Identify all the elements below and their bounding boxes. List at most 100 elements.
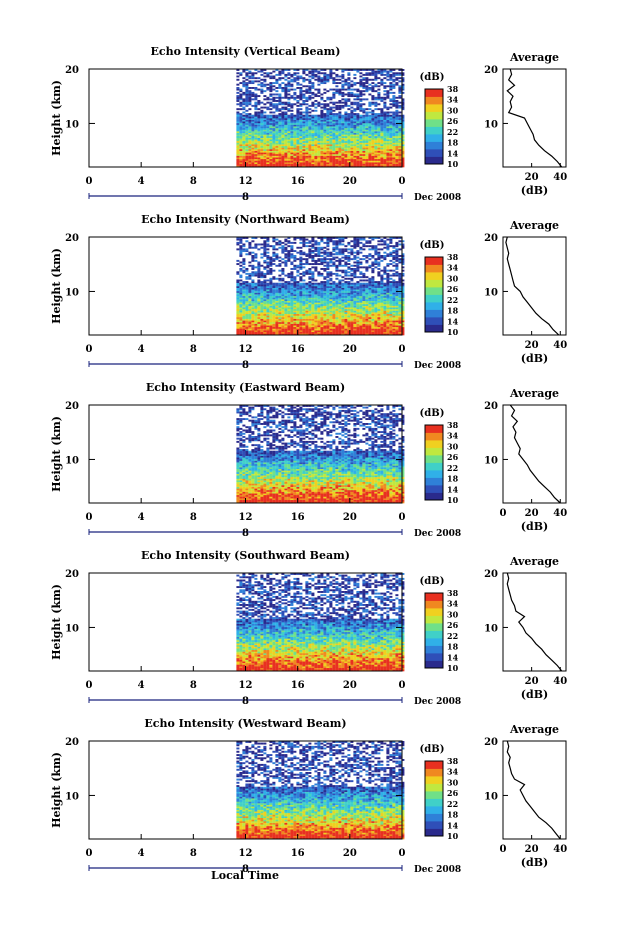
- heatmap-cell: [263, 292, 267, 295]
- heatmap-cell: [275, 308, 279, 311]
- heatmap-cell: [344, 129, 348, 132]
- heatmap-cell: [317, 315, 321, 318]
- heatmap-cell: [296, 294, 300, 297]
- heatmap-cell: [287, 101, 291, 104]
- heatmap-cell: [245, 85, 249, 88]
- heatmap-cell: [398, 307, 402, 310]
- heatmap-cell: [392, 75, 396, 78]
- heatmap-cell: [353, 297, 357, 300]
- heatmap-cell: [341, 165, 345, 168]
- heatmap-cell: [341, 163, 345, 166]
- heatmap-cell: [389, 73, 393, 76]
- heatmap-cell: [263, 279, 267, 282]
- heatmap-cell: [362, 321, 366, 324]
- heatmap-cell: [371, 90, 375, 93]
- heatmap-cell: [266, 147, 270, 150]
- heatmap-cell: [341, 300, 345, 303]
- heatmap-cell: [263, 162, 267, 165]
- heatmap-cell: [236, 132, 240, 135]
- heatmap-cell: [398, 287, 402, 290]
- heatmap-cell: [305, 155, 309, 158]
- heatmap-cell: [266, 325, 270, 328]
- heatmap-cell: [350, 323, 354, 326]
- heatmap-cell: [389, 118, 393, 120]
- heatmap-cell: [392, 152, 396, 155]
- heatmap-cell: [284, 96, 288, 99]
- heatmap-cell: [395, 259, 399, 262]
- heatmap-cell: [263, 72, 267, 75]
- heatmap-cell: [287, 320, 291, 323]
- heatmap-cell: [284, 106, 288, 109]
- heatmap-cell: [356, 152, 360, 155]
- heatmap-cell: [347, 114, 351, 117]
- heatmap-cell: [308, 149, 312, 151]
- heatmap-cell: [248, 139, 252, 142]
- heatmap-cell: [314, 312, 318, 315]
- heatmap-cell: [302, 140, 306, 143]
- heatmap-cell: [242, 69, 246, 71]
- heatmap-cell: [377, 137, 381, 140]
- heatmap-cell: [377, 157, 381, 160]
- heatmap-cell: [350, 305, 354, 308]
- heatmap-cell: [284, 83, 288, 86]
- heatmap-cell: [293, 69, 297, 71]
- heatmap-cell: [326, 264, 330, 267]
- heatmap-cell: [332, 308, 336, 311]
- heatmap-cell: [299, 287, 303, 290]
- heatmap-cell: [326, 279, 330, 282]
- heatmap-cell: [260, 158, 264, 161]
- heatmap-cell: [248, 290, 252, 293]
- heatmap-cell: [395, 300, 399, 303]
- heatmap-cell: [332, 261, 336, 264]
- heatmap-cell: [401, 328, 405, 331]
- heatmap-cell: [236, 299, 240, 302]
- heatmap-cell: [332, 78, 336, 81]
- heatmap-cell: [323, 320, 327, 323]
- heatmap-cell: [341, 328, 345, 331]
- heatmap-cell: [299, 286, 303, 288]
- heatmap-cell: [248, 295, 252, 298]
- heatmap-cell: [305, 145, 309, 148]
- heatmap-cell: [239, 144, 243, 147]
- heatmap-cell: [272, 136, 276, 138]
- heatmap-cell: [368, 331, 372, 334]
- heatmap-cell: [239, 90, 243, 93]
- heatmap-cell: [401, 317, 405, 319]
- heatmap-cell: [338, 279, 342, 282]
- heatmap-cell: [353, 294, 357, 297]
- heatmap-cell: [329, 258, 333, 261]
- heatmap-cell: [260, 313, 264, 316]
- heatmap-cell: [374, 145, 378, 148]
- heatmap-cell: [269, 147, 273, 150]
- heatmap-cell: [350, 150, 354, 153]
- heatmap-cell: [386, 91, 390, 94]
- heatmap-cell: [359, 302, 363, 305]
- heatmap-cell: [236, 310, 240, 313]
- heatmap-cell: [251, 136, 255, 138]
- heatmap-cell: [344, 264, 348, 267]
- heatmap-cell: [281, 330, 285, 333]
- heatmap-cell: [281, 113, 285, 116]
- heatmap-cell: [251, 292, 255, 295]
- heatmap-cell: [308, 98, 312, 101]
- heatmap-cell: [236, 282, 240, 285]
- heatmap-cell: [284, 307, 288, 310]
- heatmap-cell: [248, 297, 252, 300]
- heatmap-cell: [380, 108, 384, 111]
- heatmap-cell: [263, 289, 267, 292]
- heatmap-cell: [248, 114, 252, 117]
- heatmap-cell: [308, 111, 312, 114]
- heatmap-cell: [377, 127, 381, 130]
- heatmap-cell: [278, 317, 282, 319]
- heatmap-cell: [389, 134, 393, 137]
- heatmap-cell: [326, 111, 330, 114]
- heatmap-cell: [383, 142, 387, 145]
- heatmap-cell: [257, 321, 261, 324]
- heatmap-cell: [323, 165, 327, 168]
- heatmap-cell: [395, 106, 399, 109]
- heatmap-cell: [278, 144, 282, 147]
- heatmap-cell: [356, 294, 360, 297]
- heatmap-cell: [317, 126, 321, 129]
- heatmap-cell: [314, 318, 318, 321]
- heatmap-cell: [356, 155, 360, 158]
